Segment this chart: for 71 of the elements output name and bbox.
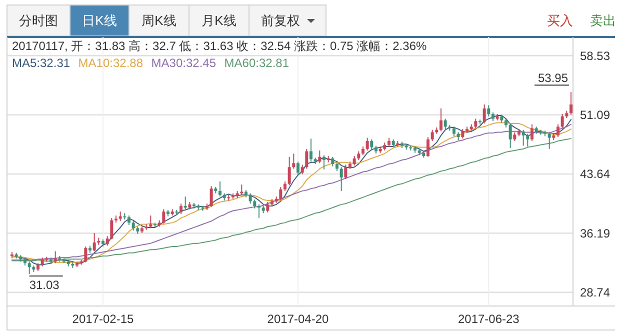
- x-tick-label: 2017-06-23: [458, 312, 520, 326]
- x-tick-label: 2017-02-15: [72, 312, 134, 326]
- candlestick: [296, 161, 300, 176]
- candlestick: [556, 124, 560, 138]
- text: 日K线: [82, 13, 117, 28]
- candlestick: [352, 156, 356, 166]
- candlestick: [300, 164, 304, 175]
- y-tick-label: 36.19: [580, 226, 610, 240]
- annotation: 31.03: [29, 278, 60, 292]
- candlestick: [184, 196, 187, 210]
- candlestick: [318, 150, 322, 164]
- candlestick: [430, 129, 434, 142]
- candlestick: [508, 122, 512, 149]
- candlestick: [370, 138, 374, 150]
- candlestick: [110, 217, 114, 240]
- text: 前复权: [261, 13, 300, 28]
- candlestick: [284, 180, 286, 192]
- y-tick-label: 58.53: [580, 49, 610, 64]
- annotation: 20170117, 开：31.83 高：32.7 低：31.63 收：32.54 涨跌：0.75 涨幅：2.36%: [12, 39, 427, 53]
- text: 卖出: [590, 13, 616, 28]
- candlestick: [440, 108, 442, 132]
- candlestick: [258, 204, 260, 218]
- candlestick: [426, 136, 430, 158]
- candlestick: [180, 203, 182, 214]
- text: MA10:32.88: [78, 56, 144, 70]
- candlestick: [305, 148, 308, 170]
- candlestick: [28, 261, 31, 275]
- text: 周K线: [142, 13, 176, 28]
- candlestick: [522, 129, 525, 146]
- candlestick: [452, 126, 456, 137]
- x-tick-label: 2017-04-20: [267, 312, 330, 326]
- text: MA60:32.81: [224, 56, 290, 70]
- candlestick: [218, 180, 222, 197]
- text: 买入: [547, 13, 573, 28]
- candlestick: [54, 250, 57, 264]
- annotation: 53.95: [538, 71, 568, 86]
- text: MA30:32.45: [151, 56, 216, 70]
- candlestick: [474, 118, 478, 129]
- candlestick: [132, 220, 135, 232]
- candlestick: [340, 166, 343, 192]
- y-tick-label: 51.09: [580, 108, 610, 122]
- candlestick: [366, 137, 369, 151]
- candlestick: [344, 164, 348, 180]
- candlestick: [487, 104, 490, 117]
- candlestick: [331, 156, 334, 167]
- candlestick: [84, 246, 88, 263]
- text: 分时图: [19, 13, 58, 28]
- candlestick: [322, 154, 326, 170]
- candlestick: [548, 132, 551, 150]
- candlestick: [162, 208, 166, 224]
- candlestick: [560, 113, 564, 129]
- candlestick: [266, 202, 270, 213]
- text: 月K线: [202, 13, 236, 28]
- candlestick: [292, 153, 296, 170]
- candlestick: [210, 186, 213, 208]
- candlestick: [570, 92, 572, 116]
- candlestick: [240, 184, 244, 196]
- candlestick: [279, 186, 282, 201]
- candlestick: [310, 138, 312, 162]
- y-tick-label: 43.64: [580, 167, 610, 182]
- candlestick: [444, 118, 447, 130]
- candlestick: [461, 128, 464, 140]
- candlestick: [106, 236, 109, 246]
- text: MA5:32.31: [12, 56, 70, 70]
- y-tick-label: 28.74: [580, 285, 610, 300]
- candlestick: [482, 104, 486, 124]
- candlestick: [530, 124, 534, 142]
- candlestick: [288, 156, 291, 186]
- candlestick: [92, 232, 96, 252]
- candlestick: [526, 133, 530, 148]
- candlestick: [248, 192, 252, 204]
